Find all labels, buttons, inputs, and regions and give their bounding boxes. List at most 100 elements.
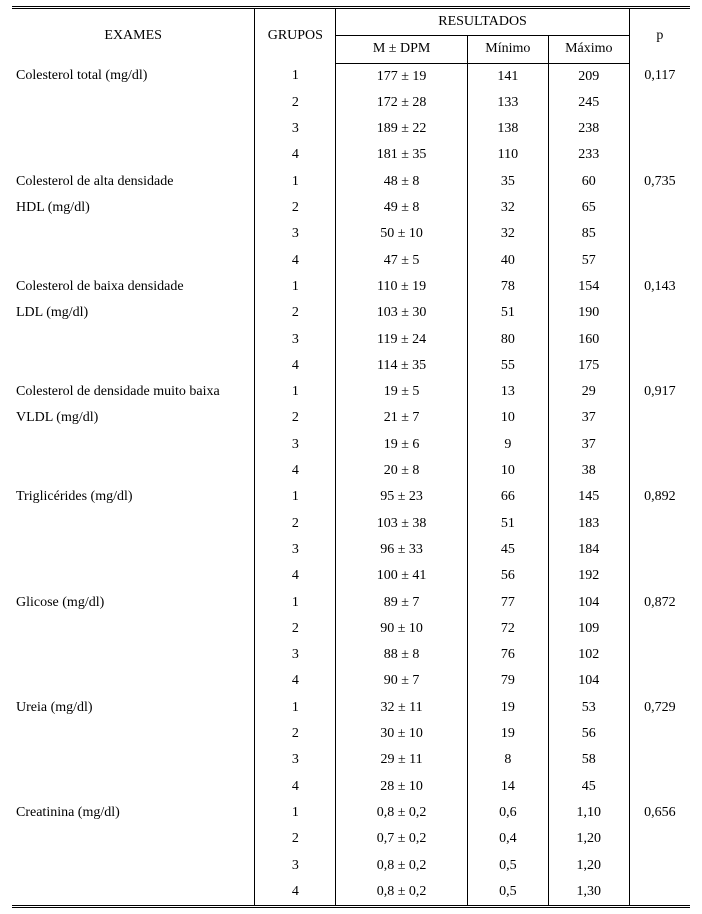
- exam-label-cell: [12, 248, 255, 274]
- max-cell: 175: [548, 353, 629, 379]
- max-cell: 29: [548, 379, 629, 405]
- min-cell: 79: [467, 668, 548, 694]
- exam-label-cell: [12, 721, 255, 747]
- p-value-cell: [629, 90, 690, 116]
- mdpm-cell: 47 ± 5: [336, 248, 468, 274]
- grupo-cell: 4: [255, 563, 336, 589]
- table-row: Colesterol total (mg/dl)1177 ± 191412090…: [12, 63, 690, 90]
- min-cell: 56: [467, 563, 548, 589]
- max-cell: 104: [548, 590, 629, 616]
- grupo-cell: 1: [255, 590, 336, 616]
- table-row: Ureia (mg/dl)132 ± 1119530,729: [12, 695, 690, 721]
- min-cell: 19: [467, 721, 548, 747]
- min-cell: 66: [467, 484, 548, 510]
- max-cell: 209: [548, 63, 629, 90]
- header-resultados: RESULTADOS: [336, 8, 629, 36]
- grupo-cell: 2: [255, 721, 336, 747]
- p-value-cell: [629, 353, 690, 379]
- table-row: Creatinina (mg/dl)10,8 ± 0,20,61,100,656: [12, 800, 690, 826]
- exam-label-cell: [12, 327, 255, 353]
- exam-label-cell: Glicose (mg/dl): [12, 590, 255, 616]
- min-cell: 40: [467, 248, 548, 274]
- max-cell: 233: [548, 142, 629, 168]
- table-row: Glicose (mg/dl)189 ± 7771040,872: [12, 590, 690, 616]
- mdpm-cell: 19 ± 5: [336, 379, 468, 405]
- exam-label-cell: [12, 458, 255, 484]
- min-cell: 32: [467, 195, 548, 221]
- min-cell: 10: [467, 405, 548, 431]
- table-row: VLDL (mg/dl)221 ± 71037: [12, 405, 690, 431]
- mdpm-cell: 90 ± 10: [336, 616, 468, 642]
- p-value-cell: 0,917: [629, 379, 690, 405]
- grupo-cell: 3: [255, 537, 336, 563]
- grupo-cell: 3: [255, 221, 336, 247]
- table-row: 40,8 ± 0,20,51,30: [12, 879, 690, 907]
- p-value-cell: [629, 563, 690, 589]
- table-row: HDL (mg/dl)249 ± 83265: [12, 195, 690, 221]
- table-row: Colesterol de alta densidade148 ± 835600…: [12, 169, 690, 195]
- exam-label-cell: [12, 90, 255, 116]
- min-cell: 0,5: [467, 853, 548, 879]
- exam-label-cell: Ureia (mg/dl): [12, 695, 255, 721]
- table-row: Triglicérides (mg/dl)195 ± 23661450,892: [12, 484, 690, 510]
- p-value-cell: 0,656: [629, 800, 690, 826]
- grupo-cell: 4: [255, 248, 336, 274]
- p-value-cell: [629, 616, 690, 642]
- exam-label-cell: [12, 221, 255, 247]
- mdpm-cell: 49 ± 8: [336, 195, 468, 221]
- max-cell: 183: [548, 511, 629, 537]
- mdpm-cell: 90 ± 7: [336, 668, 468, 694]
- max-cell: 190: [548, 300, 629, 326]
- max-cell: 56: [548, 721, 629, 747]
- mdpm-cell: 0,8 ± 0,2: [336, 800, 468, 826]
- header-grupos: GRUPOS: [255, 8, 336, 64]
- grupo-cell: 4: [255, 668, 336, 694]
- min-cell: 72: [467, 616, 548, 642]
- mdpm-cell: 19 ± 6: [336, 432, 468, 458]
- p-value-cell: [629, 747, 690, 773]
- max-cell: 1,30: [548, 879, 629, 907]
- grupo-cell: 2: [255, 616, 336, 642]
- min-cell: 32: [467, 221, 548, 247]
- p-value-cell: [629, 327, 690, 353]
- max-cell: 238: [548, 116, 629, 142]
- grupo-cell: 1: [255, 63, 336, 90]
- min-cell: 0,6: [467, 800, 548, 826]
- p-value-cell: [629, 668, 690, 694]
- exam-label-cell: [12, 668, 255, 694]
- max-cell: 1,10: [548, 800, 629, 826]
- min-cell: 80: [467, 327, 548, 353]
- p-value-cell: 0,872: [629, 590, 690, 616]
- table-row: 319 ± 6937: [12, 432, 690, 458]
- exam-label-cell: [12, 879, 255, 907]
- p-value-cell: [629, 458, 690, 484]
- table-row: 447 ± 54057: [12, 248, 690, 274]
- table-row: Colesterol de baixa densidade1110 ± 1978…: [12, 274, 690, 300]
- mdpm-cell: 110 ± 19: [336, 274, 468, 300]
- grupo-cell: 3: [255, 747, 336, 773]
- table-row: 3189 ± 22138238: [12, 116, 690, 142]
- max-cell: 60: [548, 169, 629, 195]
- max-cell: 45: [548, 774, 629, 800]
- p-value-cell: [629, 300, 690, 326]
- header-p: p: [629, 8, 690, 64]
- exam-label-cell: HDL (mg/dl): [12, 195, 255, 221]
- table-row: 2172 ± 28133245: [12, 90, 690, 116]
- mdpm-cell: 30 ± 10: [336, 721, 468, 747]
- mdpm-cell: 0,8 ± 0,2: [336, 879, 468, 907]
- p-value-cell: [629, 432, 690, 458]
- grupo-cell: 4: [255, 458, 336, 484]
- mdpm-cell: 0,7 ± 0,2: [336, 826, 468, 852]
- min-cell: 14: [467, 774, 548, 800]
- grupo-cell: 1: [255, 800, 336, 826]
- mdpm-cell: 177 ± 19: [336, 63, 468, 90]
- max-cell: 1,20: [548, 853, 629, 879]
- p-value-cell: [629, 221, 690, 247]
- mdpm-cell: 96 ± 33: [336, 537, 468, 563]
- min-cell: 13: [467, 379, 548, 405]
- grupo-cell: 1: [255, 169, 336, 195]
- header-exames: EXAMES: [12, 8, 255, 64]
- exam-label-cell: [12, 642, 255, 668]
- max-cell: 53: [548, 695, 629, 721]
- header-minimo: Mínimo: [467, 36, 548, 63]
